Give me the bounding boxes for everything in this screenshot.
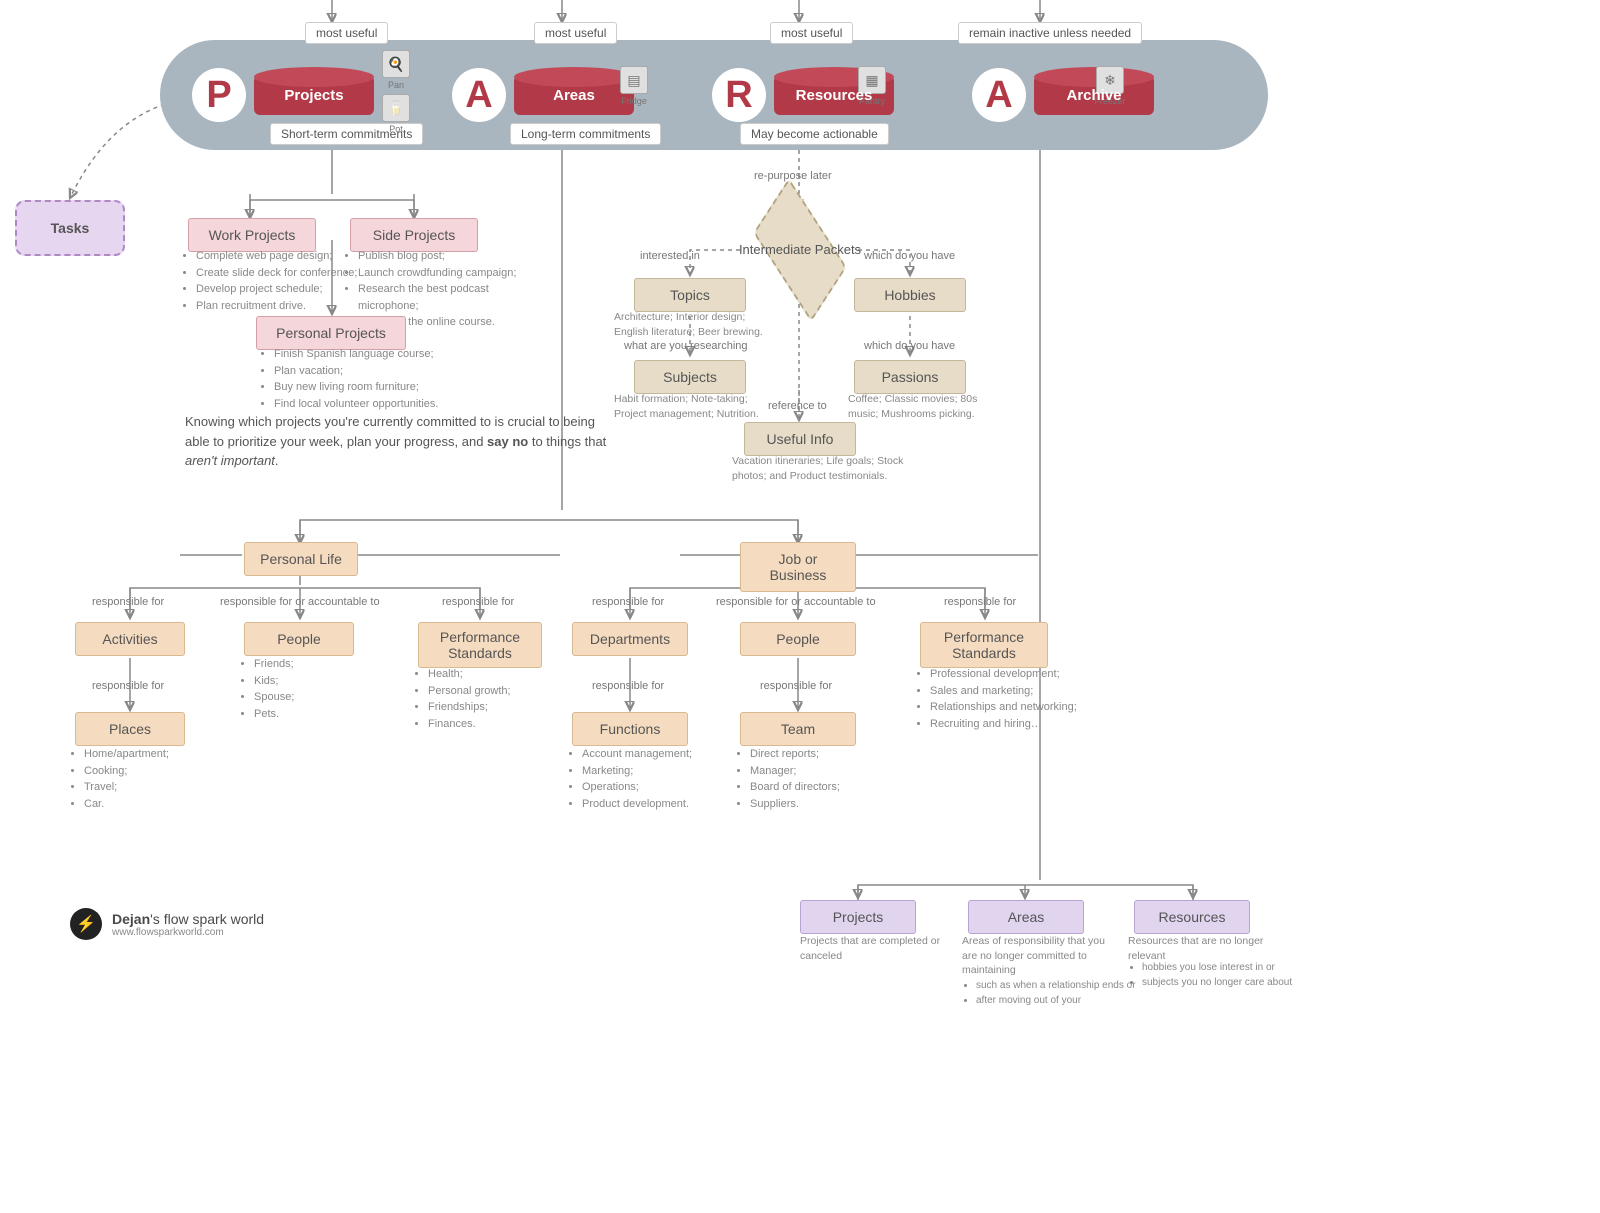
tag-areas-bottom: Long-term commitments xyxy=(510,123,661,145)
archive-areas-box: Areas xyxy=(968,900,1084,934)
places-list: Home/apartment;Cooking;Travel;Car. xyxy=(70,746,169,812)
letter-p: P xyxy=(192,68,246,122)
team-box: Team xyxy=(740,712,856,746)
brand-footer: ⚡ Dejan's flow spark world www.flowspark… xyxy=(70,908,264,940)
brand-url: www.flowsparkworld.com xyxy=(112,927,264,938)
repurpose-label: re-purpose later xyxy=(754,170,832,182)
job-business-box: Job or Business xyxy=(740,542,856,592)
resp-for-1: responsible for xyxy=(92,596,164,608)
passions-box: Passions xyxy=(854,360,966,394)
personal-projects-box: Personal Projects xyxy=(256,316,406,350)
useful-info-box: Useful Info xyxy=(744,422,856,456)
archive-projects-box: Projects xyxy=(800,900,916,934)
archive-resources-sub: Resources that are no longer relevant xyxy=(1128,934,1288,963)
archive-projects-sub: Projects that are completed or canceled xyxy=(800,934,960,963)
projects-cylinder: Projects xyxy=(254,67,374,123)
tag-archive-top: remain inactive unless needed xyxy=(958,22,1142,44)
pot-icon: 🥛Pot xyxy=(378,94,414,134)
activities-box: Activities xyxy=(75,622,185,656)
resp-for-1b: responsible for xyxy=(92,680,164,692)
topics-box: Topics xyxy=(634,278,746,312)
perf-personal-box: Performance Standards xyxy=(418,622,542,668)
subjects-box: Subjects xyxy=(634,360,746,394)
personal-life-box: Personal Life xyxy=(244,542,358,576)
fridge-icon: ▤Fridge xyxy=(616,66,652,106)
archive-resources-box: Resources xyxy=(1134,900,1250,934)
people-personal-box: People xyxy=(244,622,354,656)
perf-personal-list: Health;Personal growth;Friendships;Finan… xyxy=(414,666,511,732)
resp-for-2: responsible for xyxy=(442,596,514,608)
researching-label: what are you researching xyxy=(624,340,748,352)
resp-for-4: responsible for xyxy=(944,596,1016,608)
resp-acc-2: responsible for or accountable to xyxy=(716,596,876,608)
archive-areas-sub: Areas of responsibility that you are no … xyxy=(962,934,1122,978)
subjects-sub: Habit formation; Note-taking; Project ma… xyxy=(614,392,774,421)
personal-projects-list: Finish Spanish language course;Plan vaca… xyxy=(260,346,438,412)
people-job-box: People xyxy=(740,622,856,656)
work-projects-list: Complete web page design;Create slide de… xyxy=(182,248,357,314)
which-have2-label: which do you have xyxy=(864,340,955,352)
work-projects-box: Work Projects xyxy=(188,218,316,252)
archive-resources-list: hobbies you lose interest in orsubjects … xyxy=(1128,960,1292,990)
topics-sub: Architecture; Interior design; English l… xyxy=(614,310,774,339)
resp-acc-1: responsible for or accountable to xyxy=(220,596,380,608)
intermediate-packets-diamond: Intermediate Packets xyxy=(730,210,870,290)
resp-for-3b: responsible for xyxy=(592,680,664,692)
archive-areas-list: such as when a relationship ends orafter… xyxy=(962,978,1136,1008)
passions-sub: Coffee; Classic movies; 80s music; Mushr… xyxy=(848,392,1008,421)
letter-r: R xyxy=(712,68,766,122)
people-personal-list: Friends;Kids;Spouse;Pets. xyxy=(240,656,294,722)
letter-a1: A xyxy=(452,68,506,122)
departments-box: Departments xyxy=(572,622,688,656)
brand-icon: ⚡ xyxy=(70,908,102,940)
functions-box: Functions xyxy=(572,712,688,746)
which-have-label: which do you have xyxy=(864,250,955,262)
interested-label: interested in xyxy=(640,250,700,262)
perf-job-box: Performance Standards xyxy=(920,622,1048,668)
tag-resources-bottom: May become actionable xyxy=(740,123,889,145)
functions-list: Account management;Marketing;Operations;… xyxy=(568,746,692,812)
resp-for-5: responsible for xyxy=(760,680,832,692)
side-projects-box: Side Projects xyxy=(350,218,478,252)
brand-name: Dejan's flow spark world xyxy=(112,911,264,927)
perf-job-list: Professional development;Sales and marke… xyxy=(916,666,1086,732)
tag-areas-top: most useful xyxy=(534,22,617,44)
tag-resources-top: most useful xyxy=(770,22,853,44)
places-box: Places xyxy=(75,712,185,746)
tasks-node: Tasks xyxy=(15,200,125,256)
reference-label: reference to xyxy=(768,400,827,412)
useful-info-sub: Vacation itineraries; Life goals; Stock … xyxy=(732,454,912,483)
people-job-list: Direct reports;Manager;Board of director… xyxy=(736,746,840,812)
hobbies-box: Hobbies xyxy=(854,278,966,312)
projects-prose: Knowing which projects you're currently … xyxy=(185,412,615,471)
pan-icon: 🍳Pan xyxy=(378,50,414,90)
letter-a2: A xyxy=(972,68,1026,122)
resp-for-3: responsible for xyxy=(592,596,664,608)
tag-projects-top: most useful xyxy=(305,22,388,44)
